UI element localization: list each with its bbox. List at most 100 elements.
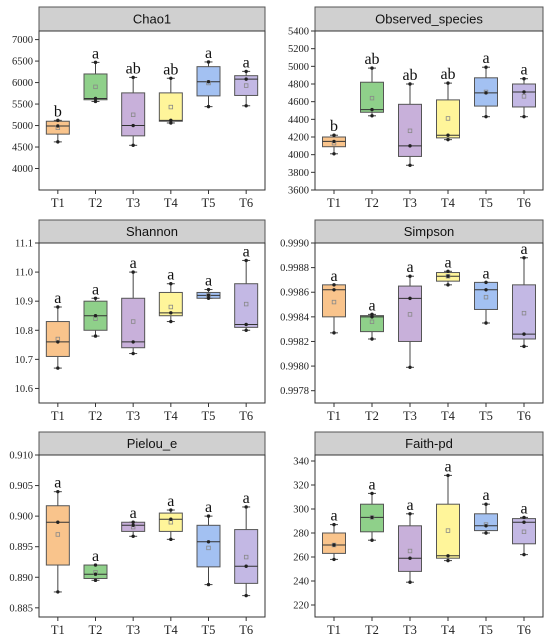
sample-point [332,283,336,287]
significance-label: a [406,497,413,514]
mean-marker [55,532,61,537]
x-tick-label: T6 [517,409,531,423]
mean-marker [369,515,375,520]
significance-label: a [482,50,489,67]
box-T6: a [234,490,259,598]
iqr-box [512,83,536,108]
iqr-box [436,99,460,139]
mean-marker [168,304,174,310]
y-tick-label: 4000 [12,164,33,175]
plot-frame [38,454,266,618]
x-tick-label: T6 [239,196,253,210]
significance-label: a [243,54,250,71]
y-tick-label: 6000 [12,78,33,89]
y-tick-label: 0.9984 [280,312,310,323]
x-tick-label: T4 [164,409,179,423]
sample-point [169,517,173,521]
sample-point [244,77,248,81]
sample-point [131,351,135,356]
y-tick-label: 300 [293,505,309,516]
y-tick-label: 280 [293,529,309,540]
sample-point [408,82,412,86]
sample-point [446,137,450,142]
sample-point [484,288,488,292]
sample-point [56,590,60,594]
iqr-box [474,281,498,310]
x-tick-label: T6 [517,623,531,637]
sample-point [244,258,248,263]
box-T5: a [196,499,221,587]
plot-frame [38,242,266,404]
y-tick-label: 3600 [288,186,309,197]
iqr-box [398,525,422,572]
mean-marker [243,554,249,560]
sample-point [446,274,450,278]
y-tick-label: 0.900 [9,512,33,523]
significance-label: a [243,490,250,507]
sample-point [484,114,488,119]
box-T6: a [512,241,536,349]
iqr-box [45,120,70,135]
sample-point [131,270,135,274]
sample-point [484,531,488,535]
sample-point [408,365,412,370]
significance-label: a [243,243,250,260]
sample-point [408,556,412,560]
significance-label: ab [364,51,379,68]
iqr-box [158,92,183,122]
y-tick-label: 10.6 [15,384,33,395]
sample-point [131,143,135,148]
significance-label: a [444,254,451,271]
sample-point [522,344,526,349]
sample-point [370,66,374,70]
sample-point [332,522,336,527]
x-tick-label: T3 [403,409,417,423]
x-tick-label: T1 [327,409,341,423]
sample-point [244,69,248,74]
mean-marker [168,104,174,110]
sample-point [169,118,173,123]
sample-point [332,557,336,562]
sample-point [93,572,98,576]
sample-point [408,274,412,278]
box-T6: a [512,62,536,119]
sample-point [56,305,60,309]
sample-point [484,502,488,506]
y-tick-label: 10.9 [15,297,33,308]
box-T1: b [45,103,70,144]
significance-label: a [130,255,137,272]
sample-point [332,288,336,292]
box-T5: a [196,45,221,109]
box-T5: a [474,50,498,119]
plot-frame [314,242,544,404]
sample-point [370,337,374,341]
mean-marker [521,529,527,534]
iqr-box [398,285,422,342]
sample-point [408,144,412,148]
iqr-box [45,505,70,566]
x-tick-label: T6 [239,409,253,423]
x-tick-label: T1 [51,623,65,637]
mean-marker [407,312,413,317]
y-tick-label: 4000 [288,150,309,161]
x-tick-label: T5 [202,409,216,423]
x-tick-label: T1 [327,623,341,637]
significance-label: a [482,265,489,282]
y-tick-label: 4500 [12,143,33,154]
y-tick-label: 0.9986 [280,288,309,299]
y-tick-label: 7000 [12,35,33,46]
mean-marker [521,310,527,316]
sample-point [206,287,211,292]
mean-marker [93,84,98,90]
y-tick-label: 4200 [288,133,309,144]
y-tick-label: 3800 [288,168,309,179]
mean-marker [407,548,413,554]
panel-title: Chao1 [133,12,171,27]
significance-label: a [167,267,174,284]
mean-marker [445,274,451,279]
box-T4: a [158,267,183,324]
x-tick-label: T1 [327,196,341,210]
mean-marker [483,294,489,300]
x-tick-label: T3 [126,623,140,637]
mean-marker [130,112,136,117]
